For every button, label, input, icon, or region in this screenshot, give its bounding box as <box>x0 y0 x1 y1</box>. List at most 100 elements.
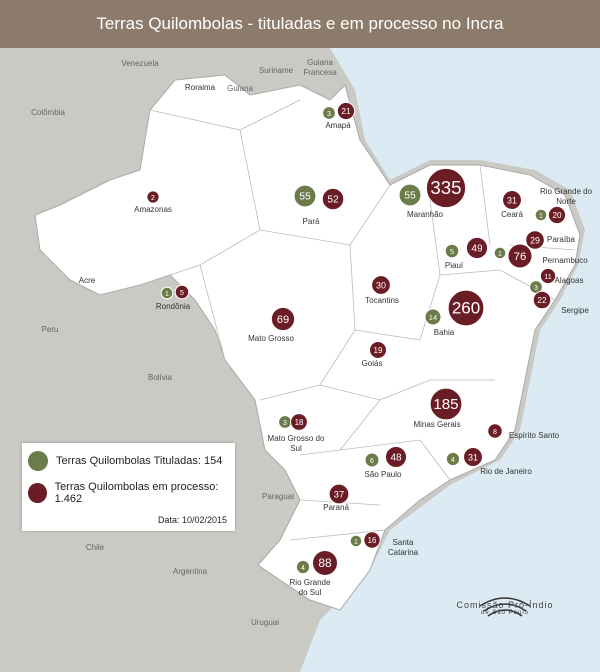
bubble <box>293 184 317 208</box>
bubble <box>493 246 507 260</box>
bubble <box>384 445 408 469</box>
country-label: Bolívia <box>147 373 173 382</box>
state-label: Alagoas <box>554 276 584 285</box>
bubble <box>424 308 442 326</box>
bubble <box>463 447 483 467</box>
bubble-label: 31 <box>507 195 517 205</box>
bubble-label: 18 <box>295 418 304 427</box>
state-label: Santa Catarina <box>387 538 419 557</box>
bubble-label: 4 <box>301 565 305 572</box>
brazil <box>34 74 581 611</box>
bubble-label: 4 <box>451 457 455 464</box>
country-label: Chile <box>85 543 105 552</box>
legend-swatch <box>28 483 47 503</box>
bubble <box>445 451 461 467</box>
bubble <box>507 243 533 269</box>
bubble-label: 8 <box>493 429 497 436</box>
bubble <box>547 205 567 225</box>
bubble <box>364 452 380 468</box>
country-label: Venezuela <box>121 59 159 68</box>
state-label: Rondônia <box>155 302 191 311</box>
bubble <box>532 290 552 310</box>
country-label: Paraguai <box>261 492 295 501</box>
state-label: Rio Grande do Sul <box>289 578 331 597</box>
bubble-label: 20 <box>552 211 562 220</box>
state-borders <box>139 99 576 541</box>
bubble-label: 48 <box>390 453 402 464</box>
state-label: Acre <box>78 276 96 285</box>
bubble <box>502 190 522 210</box>
bubble-label: 55 <box>404 191 416 202</box>
title: Terras Quilombolas - tituladas e em proc… <box>0 0 600 48</box>
bubble-label: 5 <box>450 249 454 256</box>
bubble-label: 6 <box>370 458 374 465</box>
bubble-label: 1 <box>498 251 502 258</box>
bubble-label: 335 <box>430 177 461 198</box>
bubble-label: 5 <box>180 290 184 297</box>
bubble <box>290 413 308 431</box>
bubble-label: 185 <box>433 396 458 413</box>
bubble-label: 16 <box>368 536 377 545</box>
bubble <box>534 208 548 222</box>
state-label: Amapá <box>325 121 351 130</box>
state-label: São Paulo <box>364 470 402 479</box>
bubble <box>447 289 485 327</box>
bubble <box>425 167 467 209</box>
bubble-label: 37 <box>334 489 344 499</box>
bubble-label: 52 <box>327 195 339 206</box>
state-label: Bahia <box>433 328 455 337</box>
bubble-label: 260 <box>452 298 480 317</box>
bubble-label: 3 <box>283 420 287 427</box>
state-label: Rio Grande do Norte <box>539 187 593 206</box>
state-label: Paraíba <box>546 235 576 244</box>
bubble-label: 49 <box>471 244 483 255</box>
legend-row: Terras Quilombolas em processo: 1.462 <box>28 481 235 505</box>
credit-name: Comissão Pró-Índio <box>456 600 554 610</box>
legend-text: Terras Quilombolas Tituladas: 154 <box>56 455 223 467</box>
country-label: Peru <box>41 325 59 334</box>
legend-text: Terras Quilombolas em processo: 1.462 <box>54 481 219 505</box>
state-label: Goiás <box>361 359 383 368</box>
bubble <box>429 387 463 421</box>
country-label: Uruguai <box>250 618 280 627</box>
bubble <box>465 236 489 260</box>
bubble <box>321 187 345 211</box>
bubble <box>525 230 545 250</box>
bubble <box>328 483 350 505</box>
bubble-label: 3 <box>327 111 331 118</box>
bubble <box>322 106 336 120</box>
bubble-label: 11 <box>544 272 552 281</box>
state-label: Roraima <box>184 83 216 92</box>
legend-row: Terras Quilombolas Tituladas: 154 <box>28 451 222 471</box>
credit-sub: de São Paulo <box>480 610 530 616</box>
bubble <box>336 101 356 121</box>
state-label: Pará <box>302 217 320 226</box>
bubble-label: 76 <box>514 251 527 263</box>
bubble <box>146 190 160 204</box>
bubble-label: 1 <box>354 539 358 546</box>
bubble-label: 30 <box>376 280 386 290</box>
state-label: Mato Grosso do Sul <box>267 434 325 453</box>
bubble <box>363 531 381 549</box>
bubble-label: 31 <box>468 452 478 462</box>
credit: Comissão Pró-Índio de São Paulo <box>450 600 560 616</box>
legend-swatch <box>28 451 48 471</box>
bubble-label: 69 <box>277 314 289 326</box>
state-label: Pernambuco <box>542 256 588 265</box>
bubble <box>398 183 422 207</box>
state-label: Piauí <box>444 261 464 270</box>
bubble <box>270 306 296 332</box>
country-label: Guiana <box>227 84 253 93</box>
bubble-label: 88 <box>318 556 332 570</box>
bubble-label: 2 <box>151 195 155 202</box>
bubble <box>369 341 387 359</box>
country-label: Suriname <box>258 66 294 75</box>
logo-mark <box>479 597 531 617</box>
state-label: Tocantins <box>365 296 399 305</box>
country-label: Argentina <box>172 567 208 576</box>
state-label: Espírito Santo <box>508 431 560 440</box>
bubble-label: 19 <box>374 346 383 355</box>
bubble-label: 14 <box>429 313 437 322</box>
bubble-label: 22 <box>537 295 547 305</box>
